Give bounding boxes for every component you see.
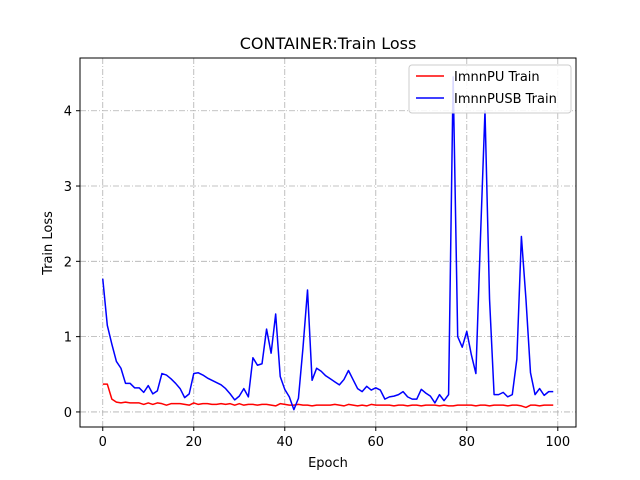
y-axis-label: Train Loss: [41, 211, 56, 276]
legend-box: [408, 64, 572, 114]
series-layer: [102, 76, 554, 411]
x-tick-label: 0: [99, 435, 107, 450]
series-line-imnnpu: [102, 383, 554, 409]
x-tick-label: 40: [276, 435, 293, 450]
y-tick-label: 0: [64, 406, 72, 421]
x-tick-label: 20: [185, 435, 202, 450]
legend-label-imnnpusb: ImnnPUSB Train: [454, 92, 557, 107]
x-tick-label: 100: [545, 435, 570, 450]
ticks: 0 20 40 60 80 100 0 1 2 3 4: [64, 105, 570, 450]
y-tick-label: 4: [64, 105, 72, 120]
series-line-imnnpusb: [102, 76, 554, 411]
y-tick-label: 3: [64, 180, 72, 195]
grid: [80, 58, 576, 427]
chart-title: CONTAINER:Train Loss: [240, 34, 417, 53]
y-tick-label: 1: [64, 331, 72, 346]
x-tick-label: 60: [368, 435, 385, 450]
legend: ImnnPU Train ImnnPUSB Train: [408, 64, 572, 114]
legend-label-imnnpu: ImnnPU Train: [454, 70, 540, 85]
x-tick-label: 80: [459, 435, 476, 450]
y-tick-label: 2: [64, 255, 72, 270]
x-axis-label: Epoch: [308, 456, 348, 471]
plot-frame: [79, 57, 577, 428]
